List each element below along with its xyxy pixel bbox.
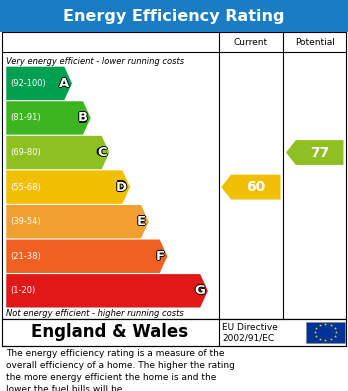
Text: C: C: [97, 146, 106, 159]
Polygon shape: [6, 101, 91, 135]
Text: EU Directive
2002/91/EC: EU Directive 2002/91/EC: [222, 323, 278, 342]
Text: C: C: [97, 147, 106, 160]
Text: F: F: [156, 249, 165, 262]
Text: Not energy efficient - higher running costs: Not energy efficient - higher running co…: [6, 308, 184, 318]
Polygon shape: [221, 175, 280, 199]
Text: B: B: [77, 111, 87, 124]
Text: (55-68): (55-68): [10, 183, 41, 192]
Text: 77: 77: [310, 145, 329, 160]
Text: 60: 60: [246, 180, 266, 194]
Text: C: C: [96, 146, 105, 159]
Text: C: C: [98, 146, 108, 159]
Text: B: B: [78, 111, 88, 124]
Text: A: A: [59, 76, 69, 89]
Text: F: F: [155, 250, 164, 263]
Text: Very energy efficient - lower running costs: Very energy efficient - lower running co…: [6, 57, 184, 66]
Text: A: A: [59, 78, 69, 91]
Polygon shape: [6, 274, 208, 307]
Text: G: G: [194, 284, 205, 297]
Polygon shape: [6, 136, 109, 169]
Bar: [306, 322, 345, 343]
Text: The energy efficiency rating is a measure of the
overall efficiency of a home. T: The energy efficiency rating is a measur…: [6, 349, 235, 391]
Text: F: F: [156, 251, 165, 264]
Text: G: G: [194, 285, 205, 298]
Text: Energy Efficiency Rating: Energy Efficiency Rating: [63, 9, 285, 23]
Text: G: G: [195, 284, 206, 297]
Text: E: E: [137, 214, 146, 227]
Text: (69-80): (69-80): [10, 148, 41, 157]
Text: F: F: [157, 250, 166, 263]
Text: A: A: [60, 77, 70, 90]
Polygon shape: [6, 240, 167, 273]
Text: Potential: Potential: [295, 38, 335, 47]
Text: E: E: [137, 216, 146, 230]
Text: D: D: [116, 182, 127, 195]
Text: D: D: [116, 179, 127, 192]
Text: (21-38): (21-38): [10, 252, 41, 261]
Text: E: E: [136, 215, 145, 228]
Text: (39-54): (39-54): [10, 217, 41, 226]
Text: Current: Current: [234, 38, 268, 47]
Text: B: B: [79, 111, 89, 124]
Text: D: D: [117, 181, 128, 194]
Bar: [2, 32, 346, 319]
Polygon shape: [6, 170, 130, 204]
Bar: [0, 0, 348, 32]
Text: (81-91): (81-91): [10, 113, 41, 122]
Text: B: B: [78, 110, 88, 123]
Text: D: D: [116, 181, 127, 194]
Polygon shape: [6, 205, 149, 239]
Text: F: F: [156, 250, 165, 263]
Text: B: B: [78, 113, 88, 126]
Text: G: G: [194, 283, 205, 296]
Text: (92-100): (92-100): [10, 79, 46, 88]
Text: A: A: [59, 77, 69, 90]
Text: England & Wales: England & Wales: [31, 323, 188, 341]
Text: E: E: [137, 215, 146, 228]
Text: A: A: [58, 77, 68, 90]
Text: G: G: [193, 284, 204, 297]
Text: (1-20): (1-20): [10, 286, 36, 295]
Text: C: C: [97, 145, 106, 158]
Text: D: D: [115, 181, 126, 194]
Text: E: E: [138, 215, 147, 228]
Polygon shape: [286, 140, 343, 165]
Bar: [2, 319, 346, 346]
Polygon shape: [6, 66, 72, 100]
